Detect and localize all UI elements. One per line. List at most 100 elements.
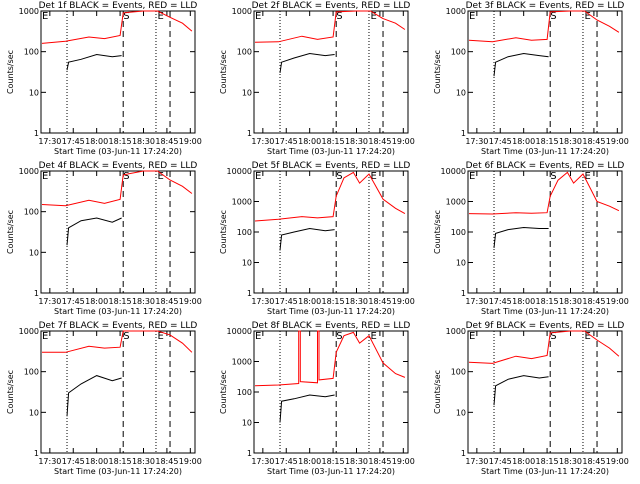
lld-series-line [254,171,406,222]
time-marker-label: E [158,11,164,22]
time-marker-label: E [469,171,475,182]
events-series-line [279,227,335,251]
detector-panel: Det 3f BLACK = Events, RED = LLD 1 10 100 10… [433,1,629,156]
y-tick-label: 10 [242,419,252,428]
events-series-line [493,226,549,248]
x-tick-label: 17:30 [38,297,61,306]
x-tick-label: 18:30 [132,297,155,306]
y-tick-label: 1000 [232,198,252,207]
y-axis-label: Counts/sec [433,370,442,414]
y-tick-label: 100 [237,48,252,57]
plot-frame [253,170,409,294]
y-axis-label: Counts/sec [6,210,15,254]
x-tick-label: 18:00 [85,457,108,466]
x-tick-label: 18:15 [322,137,345,146]
y-tick-label: 1000 [232,358,252,367]
x-axis-label: Start Time (03-Jun-11 17:24:20) [54,307,182,316]
time-marker-label: E [255,171,261,182]
x-tick-label: 18:30 [132,137,155,146]
plot-frame [467,10,623,134]
y-tick-label: 1 [461,129,466,138]
y-tick-label: 1 [247,129,252,138]
panel-title: Det 4f BLACK = Events, RED = LLD [39,161,198,171]
time-marker-label: S [550,11,556,22]
x-tick-label: 18:00 [298,457,321,466]
x-tick-label: 17:45 [62,137,85,146]
x-tick-label: 18:15 [109,457,132,466]
x-tick-label: 18:15 [322,297,345,306]
lld-series-line [468,10,620,43]
time-marker-label: E [585,331,591,342]
x-tick-label: 19:00 [392,137,415,146]
y-tick-label: 10000 [227,327,252,336]
y-tick-label: 1000 [446,7,466,16]
time-marker-label: S [336,331,342,342]
detector-panel: Det 6f BLACK = Events, RED = LLD 1 10 100 10… [433,161,629,316]
x-tick-label: 18:15 [109,137,132,146]
y-tick-label: 10 [29,408,39,417]
events-series-line [493,52,549,77]
panel-title: Det 9f BLACK = Events, RED = LLD [466,321,625,331]
x-axis-label: Start Time (03-Jun-11 17:24:20) [481,307,609,316]
x-tick-label: 18:30 [132,457,155,466]
y-tick-label: 1000 [446,198,466,207]
x-tick-label: 18:30 [559,297,582,306]
detector-panel: Det 9f BLACK = Events, RED = LLD 1 10 100 10… [433,321,629,476]
plot-frame [467,330,623,454]
x-tick-label: 18:15 [536,137,559,146]
y-axis-label: Counts/sec [219,210,228,254]
y-tick-label: 1 [34,129,39,138]
x-tick-label: 17:30 [251,297,274,306]
panel-title: Det 6f BLACK = Events, RED = LLD [466,161,625,171]
time-marker-label: S [123,331,129,342]
time-marker-label: E [585,171,591,182]
time-marker-label: E [255,11,261,22]
y-tick-label: 1 [247,289,252,298]
x-tick-label: 18:00 [512,457,535,466]
x-tick-label: 18:45 [582,137,605,146]
events-series-line [279,52,335,73]
x-tick-label: 17:45 [62,457,85,466]
y-tick-label: 10 [29,248,39,257]
panel-title: Det 8f BLACK = Events, RED = LLD [252,321,411,331]
time-marker-label: E [469,11,475,22]
time-marker-label: S [550,171,556,182]
x-tick-label: 17:30 [251,137,274,146]
x-tick-label: 17:45 [62,297,85,306]
time-marker-label: E [255,331,261,342]
x-tick-label: 17:30 [251,457,274,466]
y-tick-label: 1 [461,289,466,298]
time-marker-label: E [158,171,164,182]
x-tick-label: 18:45 [155,457,178,466]
x-tick-label: 19:00 [606,137,629,146]
y-axis-label: Counts/sec [219,50,228,94]
y-tick-label: 10 [456,259,466,268]
x-tick-label: 19:00 [606,297,629,306]
detector-panel: Det 7f BLACK = Events, RED = LLD 1 10 100 10… [6,321,202,476]
x-axis-label: Start Time (03-Jun-11 17:24:20) [267,147,395,156]
x-tick-label: 18:45 [368,457,391,466]
x-tick-label: 19:00 [606,457,629,466]
panel-title: Det 5f BLACK = Events, RED = LLD [252,161,411,171]
x-tick-label: 19:00 [179,137,202,146]
events-series-line [493,375,549,406]
y-tick-label: 100 [237,388,252,397]
y-tick-label: 1 [34,289,39,298]
x-tick-label: 17:45 [275,137,298,146]
x-tick-label: 17:45 [489,297,512,306]
y-tick-label: 10 [29,88,39,97]
y-tick-label: 1000 [446,327,466,336]
time-marker-label: E [42,331,48,342]
time-marker-label: S [123,171,129,182]
x-tick-label: 18:45 [155,297,178,306]
y-tick-label: 10 [242,259,252,268]
y-tick-label: 1000 [232,7,252,16]
detector-panel: Det 8f BLACK = Events, RED = LLD 1 10 100 10… [219,321,415,476]
time-marker-label: E [42,171,48,182]
events-series-line [279,394,335,423]
x-tick-label: 17:45 [489,457,512,466]
plot-frame [253,330,409,454]
y-tick-label: 10000 [441,167,466,176]
x-axis-label: Start Time (03-Jun-11 17:24:20) [481,467,609,476]
